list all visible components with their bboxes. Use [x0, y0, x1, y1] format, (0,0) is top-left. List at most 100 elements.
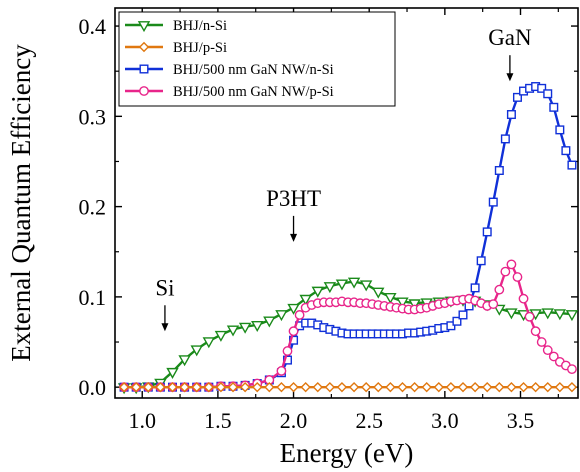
data-point: [300, 381, 311, 393]
data-point: [179, 381, 190, 393]
data-point: [506, 259, 517, 270]
data-point: [500, 134, 510, 144]
x-tick-label: 2.0: [280, 408, 308, 433]
data-point: [476, 256, 486, 266]
annotations: Si P3HT GaN: [155, 25, 532, 332]
data-point: [506, 381, 517, 393]
series-bhj-500-nm-gan-nw-n-si: [119, 82, 577, 392]
data-point: [288, 381, 299, 393]
data-point: [324, 381, 336, 393]
data-point: [445, 381, 457, 393]
data-point: [226, 325, 240, 337]
data-point: [567, 160, 577, 170]
data-point: [155, 381, 166, 393]
y-tick-label: 0.4: [79, 14, 107, 39]
data-point: [500, 266, 511, 277]
data-point: [458, 310, 468, 320]
legend-swatch-marker: [137, 21, 151, 33]
annotation-arrow-head: [506, 73, 514, 82]
legend-box: [118, 11, 396, 107]
data-point: [409, 381, 420, 393]
data-point: [493, 304, 506, 316]
data-point: [282, 346, 293, 356]
data-point: [408, 299, 421, 311]
data-point: [542, 381, 553, 393]
data-point: [470, 283, 480, 293]
data-point: [494, 284, 505, 295]
legend-swatch-marker: [139, 64, 149, 74]
data-point: [541, 308, 554, 320]
data-point: [215, 381, 227, 393]
data-point: [421, 381, 432, 393]
y-tick-label: 0.0: [79, 375, 107, 400]
data-point: [336, 381, 348, 393]
data-point: [512, 272, 523, 282]
data-point: [536, 337, 547, 347]
data-point: [190, 345, 203, 357]
series-layer: [117, 82, 578, 395]
data-point: [294, 310, 305, 320]
axis-ticks: 1.0 1.5 2.0 2.5 3.0 3.5 0.0 0.1 0.2 0.3 0.4: [79, 8, 578, 433]
annotation-label: P3HT: [266, 186, 321, 211]
data-point: [166, 367, 179, 379]
legend-label: BHJ/500 nm GaN NW/p-Si: [173, 84, 334, 100]
data-point: [548, 351, 559, 362]
data-point: [203, 381, 215, 393]
data-point: [348, 381, 360, 393]
data-point: [252, 381, 263, 393]
x-tick-label: 1.5: [204, 408, 232, 433]
data-point: [396, 297, 409, 309]
data-point: [238, 322, 252, 334]
data-point: [512, 92, 522, 102]
data-point: [530, 326, 541, 337]
data-point: [311, 286, 324, 298]
data-point: [482, 227, 492, 237]
data-point: [494, 165, 504, 175]
series-bhj-500-nm-gan-nw-p-si: [119, 259, 577, 393]
legend-label: BHJ/n-Si: [173, 18, 227, 34]
data-point: [130, 381, 142, 393]
data-point: [494, 381, 505, 393]
data-point: [446, 321, 456, 331]
data-point: [202, 337, 216, 349]
data-point: [276, 366, 287, 376]
data-point: [518, 293, 529, 304]
data-point: [561, 146, 571, 156]
series-bhj-p-si: [118, 381, 578, 393]
data-point: [335, 279, 349, 291]
data-point: [488, 197, 498, 207]
data-point: [373, 381, 384, 393]
data-point: [506, 110, 516, 120]
plot-frame: [114, 7, 579, 399]
legend-swatch-marker: [138, 41, 150, 53]
data-point: [555, 125, 565, 135]
data-point: [433, 381, 444, 393]
data-point: [457, 381, 469, 393]
data-point: [452, 316, 462, 326]
plot-area: [114, 7, 579, 399]
data-point: [469, 381, 481, 393]
data-point: [288, 326, 299, 337]
legend: BHJ/n-Si BHJ/p-Si BHJ/500 nm GaN NW/n-Si BH…: [118, 11, 396, 107]
annotation-arrow-head: [161, 323, 169, 332]
data-point: [214, 330, 228, 342]
x-axis-title: Energy (eV): [280, 438, 414, 468]
data-point: [264, 381, 275, 393]
y-tick-label: 0.1: [79, 285, 107, 310]
data-point: [397, 381, 408, 393]
data-point: [542, 345, 553, 356]
data-point: [323, 282, 337, 294]
data-point: [143, 381, 154, 393]
data-point: [178, 355, 191, 367]
data-point: [251, 320, 264, 333]
x-tick-label: 1.0: [128, 408, 156, 433]
data-point: [482, 381, 493, 393]
annotation-label: Si: [155, 275, 174, 300]
legend-label: BHJ/p-Si: [173, 40, 227, 56]
data-point: [360, 381, 372, 393]
data-point: [347, 277, 361, 289]
data-point: [543, 89, 553, 99]
data-point: [359, 280, 373, 292]
data-point: [227, 381, 239, 393]
